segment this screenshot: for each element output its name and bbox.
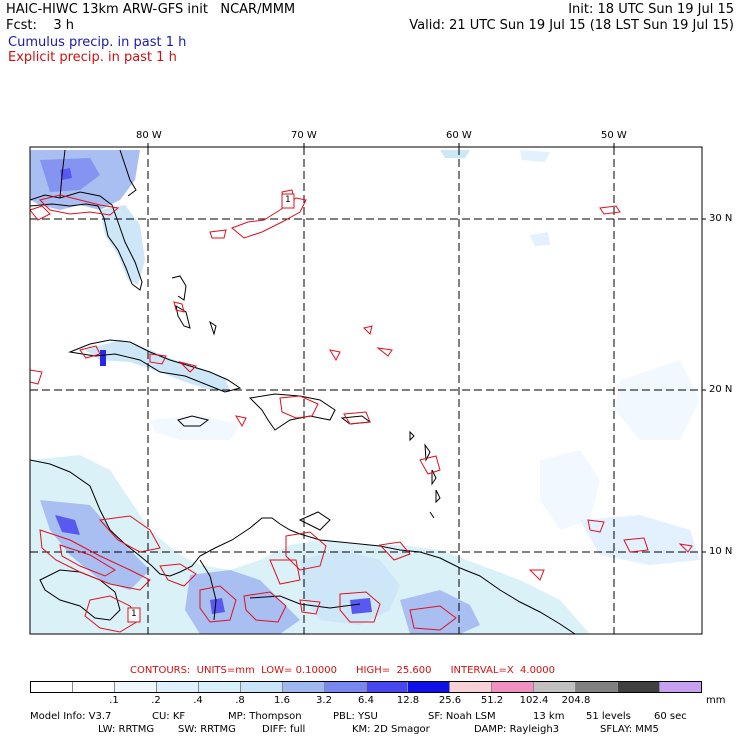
box-label-south: 1 bbox=[131, 609, 137, 619]
color-bar-swatch bbox=[450, 682, 493, 692]
valid-time: Valid: 21 UTC Sun 19 Jul 15 (18 LST Sun … bbox=[409, 18, 734, 33]
color-bar-tick-label: .4 bbox=[193, 695, 203, 706]
color-bar-swatch bbox=[618, 682, 661, 692]
explicit-legend: Explicit precip. in past 1 h bbox=[8, 50, 177, 65]
cumulus-precip-field bbox=[30, 150, 700, 634]
color-bar-tick-label: 51.2 bbox=[480, 695, 504, 706]
color-bar-tick-label: .1 bbox=[109, 695, 119, 706]
init-time: Init: 18 UTC Sun 19 Jul 15 bbox=[568, 2, 734, 17]
color-bar-swatch bbox=[576, 682, 619, 692]
lat-label-20n: 20 N bbox=[709, 384, 733, 395]
color-bar-swatch bbox=[114, 682, 157, 692]
cumulus-legend: Cumulus precip. in past 1 h bbox=[8, 35, 187, 50]
model-title: HAIC-HIWC 13km ARW-GFS init NCAR/MMM bbox=[6, 2, 296, 17]
color-bar-tick-label: 1.6 bbox=[274, 695, 290, 706]
model-info-pbl: PBL: YSU bbox=[333, 711, 378, 722]
model-info-mp: MP: Thompson bbox=[228, 711, 302, 722]
color-bar-tick-label: 204.8 bbox=[561, 695, 591, 706]
model-info-sflay: SFLAY: MM5 bbox=[600, 724, 659, 735]
model-info-lw: LW: RRTMG bbox=[98, 724, 155, 735]
contour-info: CONTOURS: UNITS=mm LOW= 0.10000 HIGH= 25… bbox=[130, 665, 556, 676]
color-bar-swatch bbox=[156, 682, 199, 692]
model-info-version: Model Info: V3.7 bbox=[30, 711, 112, 722]
lon-label-60w: 60 W bbox=[446, 130, 472, 141]
explicit-precip-contours bbox=[30, 189, 693, 633]
color-bar-tick-label: 3.2 bbox=[316, 695, 332, 706]
model-info-timestep: 60 sec bbox=[654, 711, 687, 722]
model-info-sw: SW: RRTMG bbox=[178, 724, 236, 735]
lat-label-30n: 30 N bbox=[709, 213, 733, 224]
lon-label-70w: 70 W bbox=[291, 130, 317, 141]
color-bar-tick-label: 6.4 bbox=[358, 695, 374, 706]
model-info-damp: DAMP: Rayleigh3 bbox=[474, 724, 560, 735]
model-info-sf: SF: Noah LSM bbox=[428, 711, 496, 722]
color-bar-swatch bbox=[324, 682, 367, 692]
lon-label-50w: 50 W bbox=[601, 130, 627, 141]
color-bar-swatch bbox=[72, 682, 115, 692]
color-bar-swatch bbox=[660, 682, 701, 692]
model-info-levels: 51 levels bbox=[586, 711, 631, 722]
color-bar-tick-label: .2 bbox=[151, 695, 161, 706]
color-bar-tick-label: 102.4 bbox=[519, 695, 549, 706]
color-bar-tick-label: 12.8 bbox=[396, 695, 420, 706]
color-bar bbox=[30, 681, 702, 693]
color-bar-unit: mm bbox=[706, 695, 726, 706]
color-bar-swatch bbox=[240, 682, 283, 692]
color-bar-swatch bbox=[408, 682, 451, 692]
color-bar-swatch bbox=[198, 682, 241, 692]
model-info-res: 13 km bbox=[533, 711, 565, 722]
color-bar-tick-label: .8 bbox=[235, 695, 245, 706]
box-label-north: 1 bbox=[285, 195, 291, 205]
color-bar-swatch bbox=[534, 682, 577, 692]
color-bar-tick-label: 25.6 bbox=[438, 695, 462, 706]
color-bar-swatch bbox=[31, 682, 73, 692]
color-bar-swatch bbox=[366, 682, 409, 692]
color-bar-swatch bbox=[492, 682, 535, 692]
color-bar-swatch bbox=[282, 682, 325, 692]
model-info-diff: DIFF: full bbox=[262, 724, 306, 735]
forecast-hour: Fcst: 3 h bbox=[6, 18, 75, 33]
lon-label-80w: 80 W bbox=[136, 130, 162, 141]
model-info-cu: CU: KF bbox=[152, 711, 186, 722]
box-markers bbox=[127, 193, 295, 623]
lat-label-10n: 10 N bbox=[709, 546, 733, 557]
model-info-km: KM: 2D Smagor bbox=[352, 724, 430, 735]
